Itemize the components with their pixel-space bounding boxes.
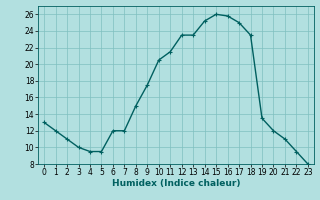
X-axis label: Humidex (Indice chaleur): Humidex (Indice chaleur) xyxy=(112,179,240,188)
